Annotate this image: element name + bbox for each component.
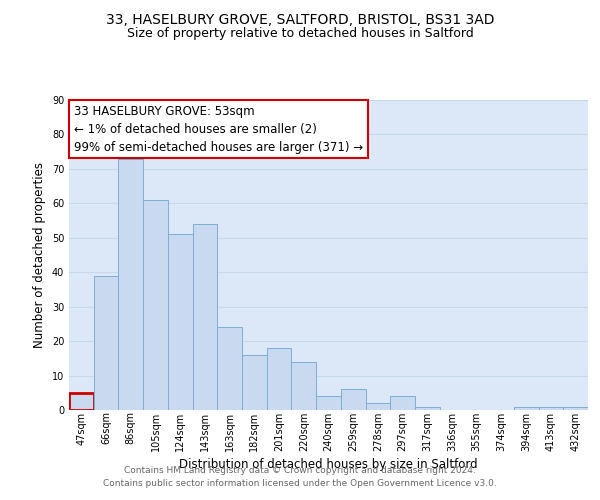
Bar xyxy=(539,406,563,410)
Bar xyxy=(292,362,316,410)
Text: Size of property relative to detached houses in Saltford: Size of property relative to detached ho… xyxy=(127,28,473,40)
Bar xyxy=(168,234,193,410)
Bar xyxy=(563,406,588,410)
Bar xyxy=(118,158,143,410)
Y-axis label: Number of detached properties: Number of detached properties xyxy=(33,162,46,348)
Text: 33 HASELBURY GROVE: 53sqm
← 1% of detached houses are smaller (2)
99% of semi-de: 33 HASELBURY GROVE: 53sqm ← 1% of detach… xyxy=(74,104,364,154)
Bar xyxy=(390,396,415,410)
Bar xyxy=(143,200,168,410)
Text: 33, HASELBURY GROVE, SALTFORD, BRISTOL, BS31 3AD: 33, HASELBURY GROVE, SALTFORD, BRISTOL, … xyxy=(106,12,494,26)
Bar xyxy=(242,355,267,410)
Bar xyxy=(217,328,242,410)
Bar xyxy=(415,406,440,410)
Bar xyxy=(514,406,539,410)
Bar xyxy=(365,403,390,410)
Text: Contains HM Land Registry data © Crown copyright and database right 2024.
Contai: Contains HM Land Registry data © Crown c… xyxy=(103,466,497,487)
Bar xyxy=(94,276,118,410)
Bar xyxy=(341,390,365,410)
Bar xyxy=(267,348,292,410)
Bar xyxy=(316,396,341,410)
Bar xyxy=(193,224,217,410)
Bar xyxy=(69,393,94,410)
X-axis label: Distribution of detached houses by size in Saltford: Distribution of detached houses by size … xyxy=(179,458,478,470)
